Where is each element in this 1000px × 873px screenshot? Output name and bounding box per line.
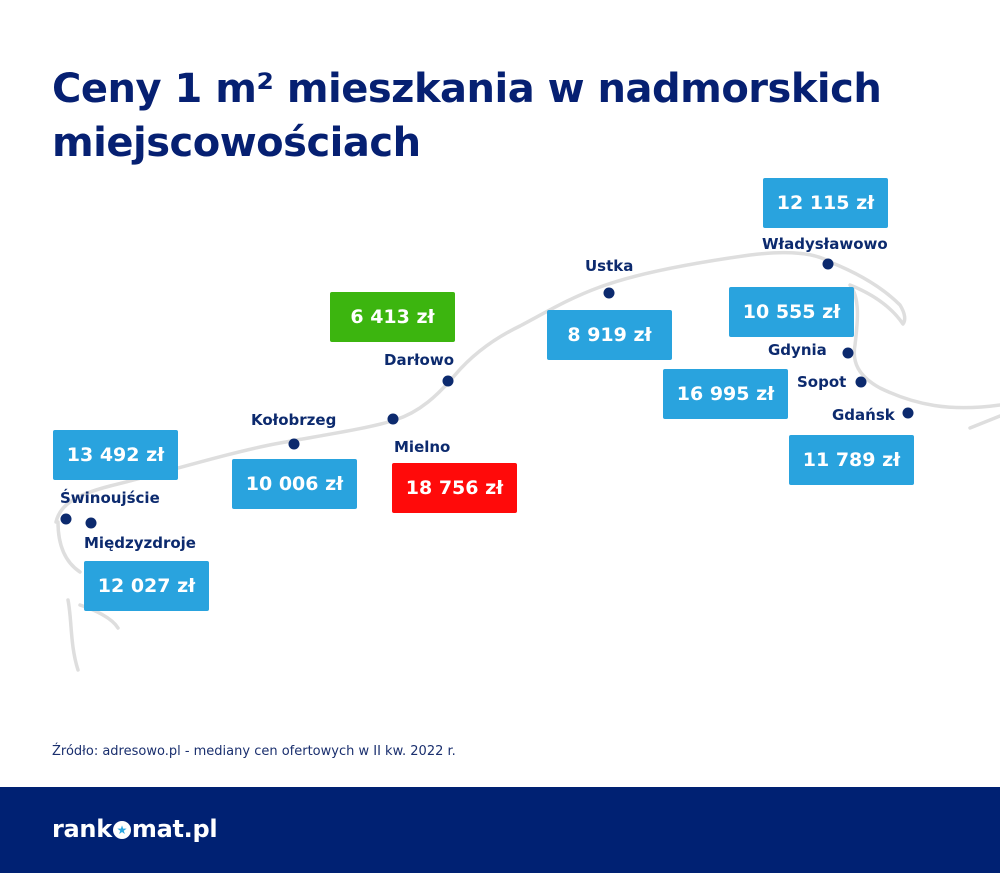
city-label-kolobrzeg: Kołobrzeg (251, 411, 337, 429)
lagoon-shore (56, 520, 120, 672)
price-box-ustka: 8 919 zł (547, 310, 672, 360)
price-box-gdansk: 11 789 zł (789, 435, 914, 485)
source-note: Źródło: adresowo.pl - mediany cen oferto… (52, 744, 456, 759)
city-dot-gdansk (902, 407, 914, 419)
footer-bar: rank ★ mat.pl (0, 787, 1000, 873)
city-dot-ustka (603, 287, 615, 299)
city-dots (60, 258, 914, 529)
city-dot-darlowo (442, 375, 454, 387)
city-dot-swinoujscie (60, 513, 72, 525)
logo-text-left: rank (52, 815, 112, 843)
rankomat-logo[interactable]: rank ★ mat.pl (52, 815, 218, 843)
price-box-darlowo: 6 413 zł (330, 292, 455, 342)
city-label-mielno: Mielno (394, 438, 451, 456)
city-dot-gdynia (842, 347, 854, 359)
city-dot-sopot (855, 376, 867, 388)
city-label-swinoujscie: Świnoujście (60, 489, 160, 507)
city-label-sopot: Sopot (797, 373, 847, 391)
title-line-2: miejscowościach (52, 120, 421, 166)
city-label-miedzyzdroje: Międzyzdroje (84, 534, 196, 552)
price-box-miedzyzdroje: 12 027 zł (84, 561, 209, 611)
price-box-gdynia: 10 555 zł (729, 287, 854, 337)
city-label-darlowo: Darłowo (384, 351, 455, 369)
page-title: Ceny 1 m² mieszkania w nadmorskich miejs… (52, 62, 952, 170)
logo-text-right: mat.pl (131, 815, 218, 843)
price-box-swinoujscie: 13 492 zł (53, 430, 178, 480)
star-icon: ★ (112, 821, 131, 839)
price-box-kolobrzeg: 10 006 zł (232, 459, 357, 509)
city-dot-kolobrzeg (288, 438, 300, 450)
city-label-gdynia: Gdynia (768, 341, 827, 359)
price-box-mielno: 18 756 zł (392, 463, 517, 513)
city-label-ustka: Ustka (585, 257, 634, 275)
city-dot-mielno (387, 413, 399, 425)
city-dot-miedzyzdroje (85, 517, 97, 529)
price-box-sopot: 16 995 zł (663, 369, 788, 419)
price-box-wladyslawowo: 12 115 zł (763, 178, 888, 228)
coastline (54, 250, 1000, 524)
title-line-1: Ceny 1 m² mieszkania w nadmorskich (52, 66, 882, 112)
city-label-wladyslawowo: Władysławowo (762, 235, 888, 253)
city-label-gdansk: Gdańsk (832, 406, 895, 424)
right-shore (968, 414, 1000, 430)
city-dot-wladyslawowo (822, 258, 834, 270)
